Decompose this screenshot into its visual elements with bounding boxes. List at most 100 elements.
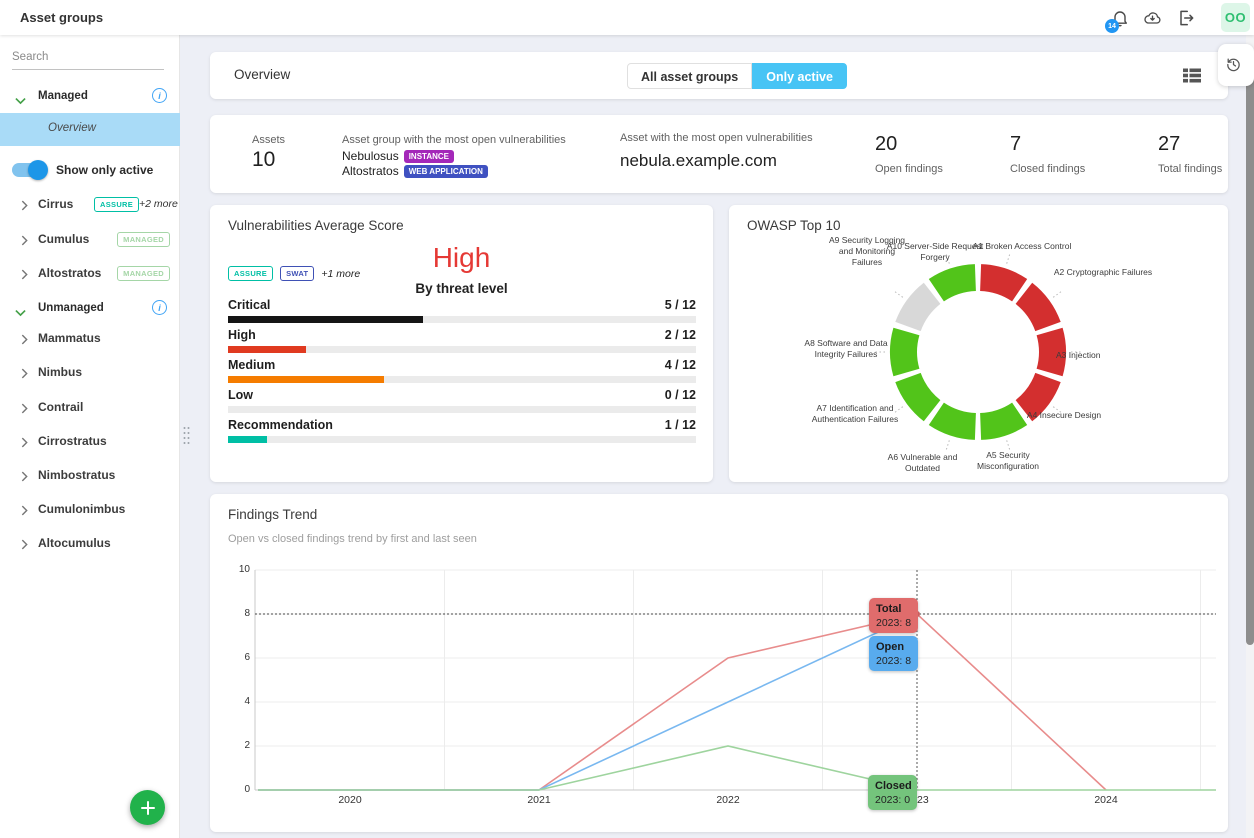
owasp-donut-chart [875,253,1081,451]
findings-trend-title: Findings Trend [228,507,318,522]
chevron-down-icon [15,304,26,322]
sidebar: Managed i Overview Show only active Cirr… [0,35,180,838]
y-axis-tick: 8 [244,608,250,619]
owasp-label-a10: A10 Server-Side Request Forgery [886,241,984,262]
history-panel [1218,44,1254,86]
assure-badge: ASSURE [228,266,274,281]
x-axis-tick: 2021 [527,794,551,806]
search-input[interactable] [12,49,164,70]
owasp-label-a8: A8 Software and Data Integrity Failures [804,338,888,359]
bar-track [228,436,696,443]
x-axis-tick: 2022 [716,794,740,806]
swat-badge: SWAT [280,266,315,281]
owasp-label-a9: A9 Security Logging and Monitoring Failu… [828,235,906,267]
y-axis-tick: 0 [244,784,250,795]
add-asset-group-button[interactable] [130,790,165,825]
list-view-icon[interactable] [1183,68,1201,88]
top-asset-value: nebula.example.com [620,151,777,170]
sidebar-item-overview[interactable]: Overview [0,113,180,146]
sidebar-item-contrail[interactable]: Contrail [0,395,180,419]
filter-all-asset-groups-button[interactable]: All asset groups [627,63,753,89]
threat-level-row: Low 0 / 12 [228,388,696,418]
total-findings-value: 27 [1158,133,1181,155]
chevron-right-icon [21,537,28,555]
top-group-row: Nebulosus INSTANCE [342,149,454,163]
owasp-title: OWASP Top 10 [747,218,841,233]
chevron-right-icon [21,469,28,487]
open-findings-value: 20 [875,133,898,155]
sidebar-item-mammatus[interactable]: Mammatus [0,326,180,350]
sidebar-item-cirrostratus[interactable]: Cirrostratus [0,429,180,453]
findings-trend-chart [254,569,1216,791]
notification-count-badge: 14 [1105,19,1119,33]
logout-icon[interactable] [1176,8,1196,28]
stats-summary-card: Assets 10 Asset group with the most open… [210,115,1228,193]
more-badges-label: +2 more [139,198,178,210]
bar-fill-high [228,346,306,353]
show-only-active-row: Show only active [0,158,180,184]
overview-header-card: Overview All asset groups Only active [210,52,1228,99]
filter-only-active-button[interactable]: Only active [752,63,847,89]
sidebar-item-nimbostratus[interactable]: Nimbostratus [0,463,180,487]
sidebar-section-unmanaged[interactable]: Unmanaged i [0,298,180,320]
chevron-right-icon [21,332,28,350]
owasp-label-a2: A2 Cryptographic Failures [1053,267,1153,277]
scrollbar-thumb[interactable] [1246,62,1254,645]
sidebar-item-nimbus[interactable]: Nimbus [0,360,180,384]
chevron-right-icon [21,366,28,384]
threat-level-row: High 2 / 12 [228,328,696,358]
avatar[interactable]: OO [1221,3,1250,32]
findings-trend-subtitle: Open vs closed findings trend by first a… [228,533,477,545]
sidebar-item-altocumulus[interactable]: Altocumulus [0,531,180,555]
chevron-right-icon [21,233,28,251]
top-asset-label: Asset with the most open vulnerabilities [620,132,813,144]
y-axis-tick: 6 [244,652,250,663]
sidebar-item-cirrus[interactable]: Cirrus ASSURE +2 more [0,192,180,216]
x-axis-tick: 2020 [338,794,362,806]
owasp-label-a3: A3 Injection [1056,350,1101,360]
bar-fill-recommendation [228,436,267,443]
owasp-label-a1: A1 Broken Access Control [972,241,1072,251]
chevron-right-icon [21,401,28,419]
total-findings-label: Total findings [1158,163,1223,175]
chevron-down-icon [15,92,26,110]
cloud-download-icon[interactable] [1142,8,1162,28]
tooltip-open: Open 2023: 8 [869,636,918,671]
y-axis-tick: 2 [244,740,250,751]
info-icon[interactable]: i [152,88,167,103]
scan-badges: ASSURE SWAT +1 more [228,266,360,281]
x-axis-tick: 2024 [1094,794,1118,806]
bar-track [228,376,696,383]
page-scrollbar [1246,35,1254,838]
threat-level-row: Critical 5 / 12 [228,298,696,328]
threat-level-row: Recommendation 1 / 12 [228,418,696,448]
overall-score: High [432,242,491,273]
threat-level-bars: Critical 5 / 12 High 2 / 12 Medium 4 / 12 L… [228,298,696,448]
sidebar-resize-handle[interactable] [182,426,191,450]
vulnerabilities-score-card: Vulnerabilities Average Score High By th… [210,205,713,482]
owasp-label-a5: A5 Security Misconfiguration [977,450,1039,471]
owasp-top10-card: OWASP Top 10 A1 Broken Access Control A2… [729,205,1228,482]
y-axis-tick: 10 [238,564,250,575]
more-badges-label: +1 more [321,267,361,280]
sidebar-item-cumulus[interactable]: Cumulus MANAGED [0,227,180,251]
sidebar-item-altostratos[interactable]: Altostratos MANAGED [0,261,180,285]
sidebar-item-cumulonimbus[interactable]: Cumulonimbus [0,497,180,521]
assure-badge: ASSURE [94,197,140,212]
history-icon[interactable] [1225,56,1242,73]
chevron-right-icon [21,198,28,216]
chevron-right-icon [21,503,28,521]
show-only-active-toggle[interactable] [12,160,48,180]
chevron-right-icon [21,435,28,453]
plus-icon [140,800,155,815]
owasp-label-a7: A7 Identification and Authentication Fai… [811,403,899,424]
owasp-label-a4: A4 Insecure Design [1026,410,1102,420]
instance-badge: INSTANCE [403,149,454,163]
bar-fill-medium [228,376,384,383]
closed-findings-value: 7 [1010,133,1022,155]
top-group-label: Asset group with the most open vulnerabi… [342,134,566,146]
managed-badge: MANAGED [117,266,170,281]
sidebar-section-managed[interactable]: Managed i [0,86,180,108]
info-icon[interactable]: i [152,300,167,315]
